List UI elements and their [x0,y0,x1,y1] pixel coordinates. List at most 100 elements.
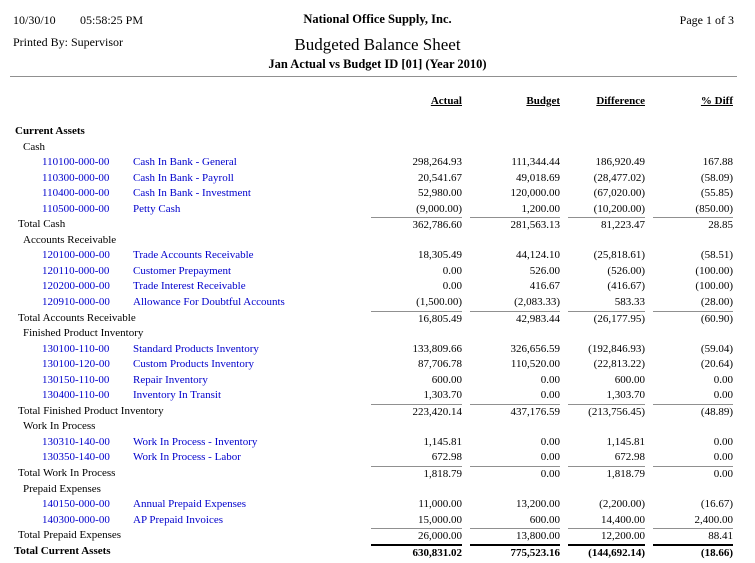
difference-value: (144,692.14) [568,543,645,560]
account-code-link[interactable]: 140300-000-00 [42,513,110,526]
pctdiff-value: (59.04) [700,342,733,355]
account-desc-link[interactable]: Repair Inventory [133,373,208,386]
difference-value: (10,200.00) [593,202,645,215]
account-desc-link[interactable]: Cash In Bank - General [133,156,237,169]
actual-value: 11,000.00 [418,498,462,511]
difference-value: 672.98 [614,451,645,464]
grand-total-row: Total Current Assets 630,831.02 775,523.16… [0,543,755,560]
account-desc-link[interactable]: Trade Accounts Receivable [133,249,254,262]
actual-value: 298,264.93 [412,156,463,169]
account-desc-link[interactable]: Cash In Bank - Payroll [133,171,234,184]
account-code-link[interactable]: 120910-000-00 [42,296,110,309]
budget-value: 437,176.59 [470,403,560,420]
account-row: 130100-110-00 Standard Products Inventory… [0,342,755,358]
pctdiff-value: 167.88 [702,156,733,169]
account-desc-link[interactable]: Trade Interest Receivable [133,280,246,293]
budget-value: 0.00 [470,466,560,482]
account-desc-link[interactable]: Custom Products Inventory [133,358,254,371]
row-label: Finished Product Inventory [23,327,144,340]
account-code-link[interactable]: 110100-000-00 [42,156,110,169]
account-code-link[interactable]: 130150-110-00 [42,373,110,386]
account-code-link[interactable]: 140150-000-00 [42,498,110,511]
budget-value: 49,018.69 [516,171,560,184]
row-label: Total Current Assets [14,544,111,557]
account-desc-link[interactable]: Inventory In Transit [133,389,221,402]
difference-value: (67,020.00) [593,187,645,200]
actual-value: (9,000.00) [416,202,462,215]
actual-value: 362,786.60 [371,217,462,233]
account-desc-link[interactable]: AP Prepaid Invoices [133,513,224,526]
budget-value: 326,656.59 [510,342,561,355]
account-code-link[interactable]: 110500-000-00 [42,202,110,215]
account-desc-link[interactable]: Work In Process - Inventory [133,435,258,448]
budget-value: 526.00 [529,264,560,277]
row-label: Total Cash [18,218,66,231]
difference-value: (192,846.93) [588,342,645,355]
account-code-link[interactable]: 120200-000-00 [42,280,110,293]
total-row: Total Prepaid Expenses 26,000.00 13,800.00… [0,528,755,544]
account-desc-link[interactable]: Customer Prepayment [133,264,232,277]
account-row: 130150-110-00 Repair Inventory 600.00 0.00 6… [0,373,755,389]
column-header-budget: Budget [526,95,560,107]
actual-value: (1,500.00) [416,296,462,309]
account-code-link[interactable]: 130100-110-00 [42,342,110,355]
actual-value: 15,000.00 [418,513,462,526]
account-code-link[interactable]: 130400-110-00 [42,389,110,402]
difference-value: 12,200.00 [568,528,645,544]
difference-value: 583.33 [614,296,645,309]
actual-value: 133,809.66 [412,342,463,355]
difference-value: 1,303.70 [606,389,646,402]
row-label: Total Work In Process [18,467,116,480]
account-desc-link[interactable]: Cash In Bank - Investment [133,187,251,200]
budget-value: 775,523.16 [470,543,560,560]
pctdiff-value: 0.00 [713,435,733,448]
account-row: 140300-000-00 AP Prepaid Invoices 15,000.0… [0,513,755,529]
report-date: 10/30/10 [13,13,56,27]
account-row: 130310-140-00 Work In Process - Inventory… [0,435,755,451]
account-code-link[interactable]: 120110-000-00 [42,264,110,277]
account-code-link[interactable]: 120100-000-00 [42,249,110,262]
row-label: Total Accounts Receivable [18,311,136,324]
account-row: 110500-000-00 Petty Cash (9,000.00) 1,200.0… [0,202,755,218]
budget-value: 42,983.44 [470,310,560,327]
pctdiff-value: (60.90) [653,310,733,327]
account-desc-link[interactable]: Allowance For Doubtful Accounts [133,296,285,309]
difference-value: 186,920.49 [595,156,646,169]
account-desc-link[interactable]: Work In Process - Labor [133,451,241,464]
account-desc-link[interactable]: Petty Cash [133,202,181,215]
report-rows: Current Assets Cash 110100-000-00 Cash In B… [0,124,755,559]
pctdiff-value: (100.00) [695,264,733,277]
account-code-link[interactable]: 130350-140-00 [42,451,110,464]
pctdiff-value: (16.67) [700,498,733,511]
section-header-row: Accounts Receivable [0,233,755,249]
pctdiff-value: 0.00 [713,389,733,402]
difference-value: (28,477.02) [593,171,645,184]
section-header-row: Current Assets [0,124,755,140]
account-row: 140150-000-00 Annual Prepaid Expenses 11,0… [0,497,755,513]
difference-value: (25,818.61) [593,249,645,262]
actual-value: 1,145.81 [423,435,463,448]
account-code-link[interactable]: 110400-000-00 [42,187,110,200]
budget-value: 0.00 [540,451,560,464]
account-code-link[interactable]: 110300-000-00 [42,171,110,184]
total-row: Total Accounts Receivable 16,805.49 42,983… [0,310,755,327]
header-rule [10,76,737,77]
budget-value: 416.67 [529,280,560,293]
account-row: 130400-110-00 Inventory In Transit 1,303.7… [0,388,755,404]
account-code-link[interactable]: 130310-140-00 [42,435,110,448]
total-row: Total Cash 362,786.60 281,563.13 81,223.47 2… [0,217,755,233]
total-row: Total Finished Product Inventory 223,420.… [0,403,755,420]
section-header-row: Work In Process [0,419,755,435]
pctdiff-value: (58.51) [700,249,733,262]
actual-value: 1,303.70 [423,389,463,402]
pctdiff-value: (100.00) [695,280,733,293]
budget-value: 44,124.10 [516,249,560,262]
difference-value: (526.00) [607,264,645,277]
budget-value: 0.00 [540,389,560,402]
actual-value: 600.00 [431,373,462,386]
account-desc-link[interactable]: Annual Prepaid Expenses [133,498,247,511]
account-code-link[interactable]: 130100-120-00 [42,358,110,371]
account-desc-link[interactable]: Standard Products Inventory [133,342,259,355]
difference-value: (22,813.22) [593,358,645,371]
budget-value: 111,344.44 [511,156,560,169]
